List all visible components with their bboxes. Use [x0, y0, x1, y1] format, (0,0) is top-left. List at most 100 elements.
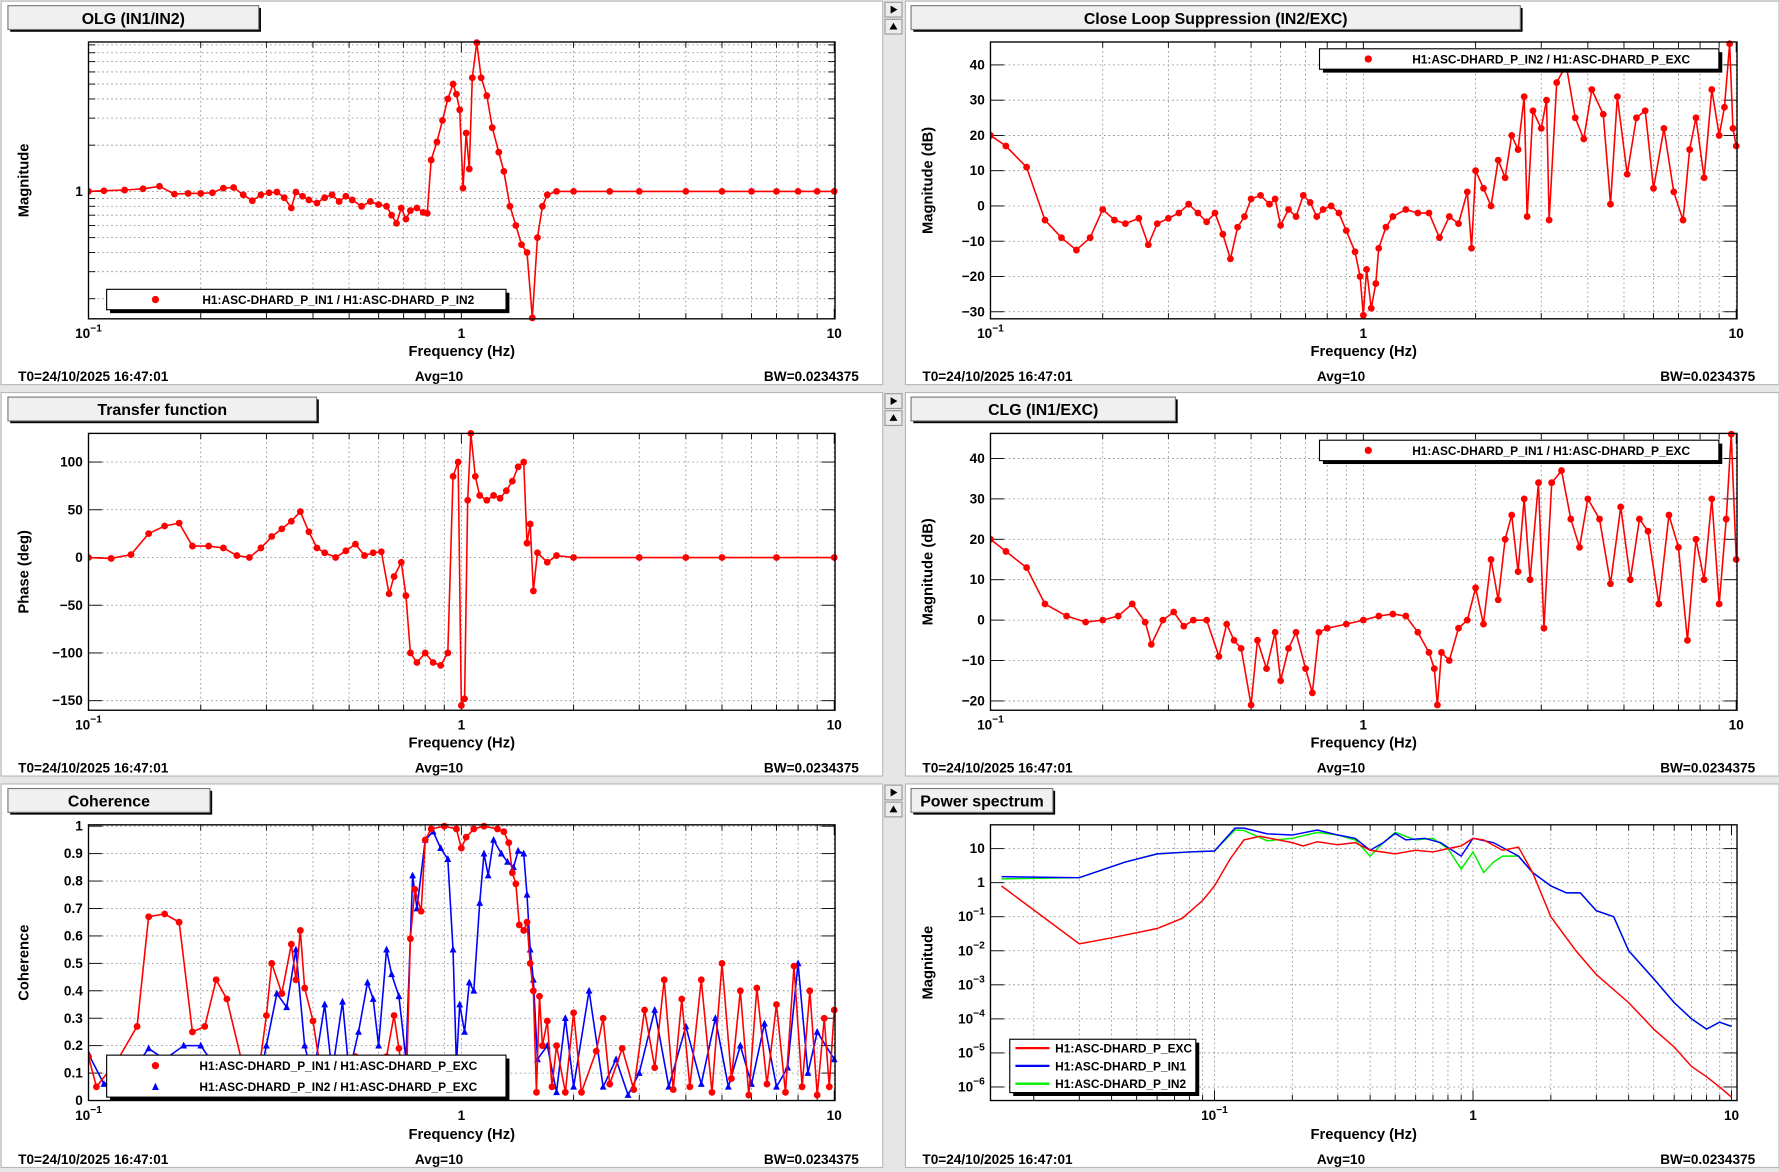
data-point [239, 191, 247, 199]
y-tick-label: 1 [977, 875, 985, 890]
data-point [1114, 612, 1122, 620]
scroll-up-button[interactable] [884, 410, 903, 427]
data-point [462, 129, 470, 137]
data-point [1543, 96, 1550, 104]
data-point [1023, 163, 1031, 171]
data-point [1708, 86, 1716, 93]
data-point [449, 80, 457, 88]
circle-marker-icon [151, 1062, 160, 1070]
data-point [1215, 653, 1223, 660]
data-point [444, 855, 452, 862]
data-point [1266, 200, 1273, 208]
data-point [504, 857, 511, 865]
data-point [406, 649, 414, 657]
data-point [548, 1083, 556, 1091]
data-point [1302, 665, 1309, 673]
data-point [813, 1091, 821, 1099]
data-point [313, 199, 321, 207]
data-point [358, 202, 365, 210]
data-point [1501, 174, 1509, 182]
data-point [1567, 515, 1575, 523]
data-point [88, 554, 92, 561]
data-point [520, 849, 528, 857]
y-tick-label: −30 [962, 304, 986, 319]
data-point [1692, 535, 1700, 543]
data-point [1434, 701, 1441, 709]
footer-avg: Avg=10 [1317, 761, 1366, 776]
data-point [1535, 479, 1542, 487]
data-point [388, 211, 396, 219]
data-point [454, 458, 462, 466]
data-point [651, 1064, 659, 1072]
data-point [189, 542, 196, 550]
data-point [500, 167, 508, 175]
data-point [457, 702, 465, 709]
data-point [273, 188, 281, 196]
y-tick-label: 30 [970, 491, 986, 506]
data-point [1342, 620, 1350, 628]
footer-avg: Avg=10 [415, 761, 464, 776]
data-point [287, 940, 295, 948]
data-point [1041, 216, 1049, 224]
data-point [409, 871, 417, 879]
data-point [397, 558, 405, 566]
data-point [1226, 255, 1234, 263]
data-point [599, 1082, 607, 1090]
arrow-up-icon [889, 805, 898, 813]
data-point [1072, 246, 1080, 254]
data-point [1480, 184, 1487, 192]
scroll-right-button[interactable] [884, 393, 903, 410]
data-point [1180, 622, 1188, 630]
scroll-right-button[interactable] [884, 784, 903, 801]
scroll-right-button[interactable] [884, 1, 903, 18]
data-point [1487, 202, 1495, 210]
data-point [1520, 495, 1528, 503]
data-point [1203, 616, 1211, 624]
data-point [1548, 479, 1556, 487]
data-point [361, 552, 368, 559]
data-point [736, 987, 744, 995]
data-point [205, 542, 213, 550]
data-point [465, 165, 473, 173]
series-line [88, 825, 836, 1101]
scroll-up-button[interactable] [884, 801, 903, 818]
plot-area [1001, 827, 1733, 1098]
data-point [248, 197, 256, 205]
y-tick-label: 20 [970, 128, 986, 143]
data-point [1271, 628, 1279, 636]
legend: H1:ASC-DHARD_P_IN1 / H1:ASC-DHARD_P_IN2 [106, 288, 510, 314]
data-point [1686, 146, 1694, 153]
data-point [543, 558, 551, 566]
data-point [464, 496, 472, 504]
data-point [1580, 135, 1588, 143]
data-point [1455, 624, 1462, 632]
footer-t0: T0=24/10/2025 16:47:01 [922, 369, 1073, 384]
data-point [543, 1017, 551, 1025]
data-point [257, 544, 265, 552]
x-tick-label: 1 [1469, 1108, 1477, 1123]
data-point [1170, 608, 1178, 616]
data-point [1436, 234, 1443, 242]
legend-item: H1:ASC-DHARD_P_IN2 / H1:ASC-DHARD_P_EXC [152, 1080, 478, 1094]
data-point [497, 849, 505, 857]
scroll-up-button[interactable] [884, 18, 903, 35]
data-point [1558, 467, 1565, 474]
legend: H1:ASC-DHARD_P_IN1 / H1:ASC-DHARD_P_EXC [1318, 439, 1723, 465]
data-point [570, 1082, 578, 1090]
data-point [417, 907, 425, 915]
data-point [245, 554, 253, 561]
data-point [506, 202, 514, 210]
y-axis-label: Magnitude (dB) [921, 518, 937, 625]
data-point [534, 234, 541, 242]
data-point [1223, 620, 1231, 628]
data-point [534, 549, 541, 557]
x-tick-label: 10 [827, 326, 843, 341]
data-point [1372, 280, 1380, 287]
data-point [305, 528, 313, 536]
x-tick-label: 10 [1724, 1108, 1740, 1123]
data-point [526, 959, 534, 967]
data-point [292, 976, 300, 984]
data-point [427, 825, 435, 833]
